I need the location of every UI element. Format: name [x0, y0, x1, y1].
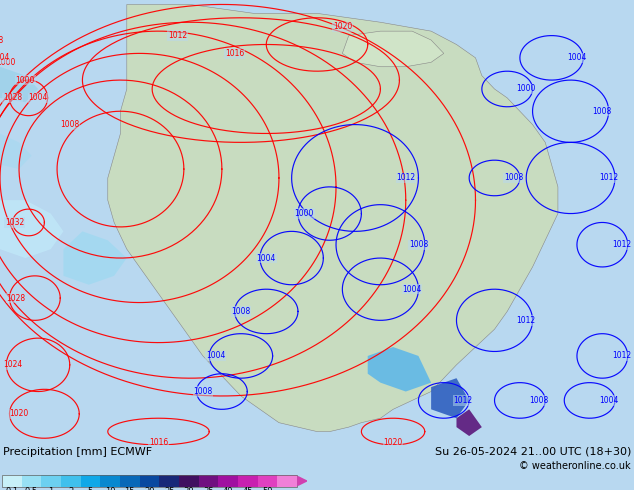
Text: 1024: 1024 [3, 360, 22, 369]
Text: 1012: 1012 [612, 351, 631, 361]
Text: 1004: 1004 [403, 285, 422, 294]
Bar [198, 475, 218, 487]
Text: 1008: 1008 [60, 120, 79, 129]
Bar [81, 475, 100, 487]
Polygon shape [368, 347, 431, 392]
Text: 25: 25 [164, 488, 174, 490]
Text: 1004: 1004 [206, 351, 225, 361]
Bar [61, 475, 81, 487]
Polygon shape [63, 231, 127, 285]
Text: 1008: 1008 [0, 36, 3, 45]
Text: 1012: 1012 [599, 173, 618, 182]
Polygon shape [0, 133, 32, 169]
Text: 30: 30 [183, 488, 194, 490]
Bar [2, 475, 297, 487]
Polygon shape [456, 409, 482, 436]
Text: 2: 2 [68, 488, 74, 490]
Text: 0.5: 0.5 [25, 488, 38, 490]
Polygon shape [342, 31, 444, 67]
Text: 1020: 1020 [10, 409, 29, 418]
Text: Precipitation [mm] ECMWF: Precipitation [mm] ECMWF [3, 447, 152, 457]
Text: 1004: 1004 [599, 396, 618, 405]
Text: 1: 1 [49, 488, 54, 490]
Text: 1012: 1012 [517, 316, 536, 325]
Text: 1012: 1012 [168, 31, 187, 40]
Text: 1012: 1012 [453, 396, 472, 405]
Text: 1008: 1008 [504, 173, 523, 182]
Text: 1012: 1012 [612, 240, 631, 249]
Bar [120, 475, 139, 487]
Text: 1028: 1028 [3, 94, 22, 102]
Text: 1008: 1008 [231, 307, 250, 316]
Text: 1032: 1032 [5, 218, 24, 227]
Text: 35: 35 [203, 488, 214, 490]
Text: 1004: 1004 [29, 94, 48, 102]
Bar [257, 475, 277, 487]
Bar [277, 475, 297, 487]
Bar [100, 475, 120, 487]
Text: 1016: 1016 [149, 438, 168, 447]
Bar [139, 475, 159, 487]
Text: 1000: 1000 [16, 75, 35, 85]
Polygon shape [0, 67, 38, 102]
Polygon shape [431, 378, 469, 418]
Text: 1020: 1020 [384, 438, 403, 447]
Text: 1020: 1020 [333, 22, 352, 31]
Text: 1000: 1000 [295, 209, 314, 218]
Text: 1004: 1004 [257, 253, 276, 263]
Bar [179, 475, 198, 487]
Polygon shape [108, 4, 558, 432]
Text: 40: 40 [223, 488, 233, 490]
Text: 50: 50 [262, 488, 273, 490]
Bar [218, 475, 238, 487]
Text: 1016: 1016 [225, 49, 244, 58]
Text: 1004: 1004 [0, 53, 10, 62]
Text: 45: 45 [243, 488, 253, 490]
Text: 20: 20 [145, 488, 155, 490]
Text: 1004: 1004 [567, 53, 586, 62]
Polygon shape [0, 200, 63, 258]
Text: 0.1: 0.1 [5, 488, 18, 490]
Text: 10: 10 [105, 488, 115, 490]
Text: 1028: 1028 [6, 294, 25, 303]
Text: 1000: 1000 [0, 58, 16, 67]
Bar [238, 475, 257, 487]
Text: 1008: 1008 [529, 396, 548, 405]
Text: © weatheronline.co.uk: © weatheronline.co.uk [519, 461, 631, 471]
Bar [41, 475, 61, 487]
Bar [2, 475, 22, 487]
Text: 1012: 1012 [396, 173, 415, 182]
Bar [159, 475, 179, 487]
Bar [22, 475, 41, 487]
Text: 1008: 1008 [409, 240, 428, 249]
Text: 1008: 1008 [593, 107, 612, 116]
Text: 5: 5 [88, 488, 93, 490]
Text: 1000: 1000 [517, 84, 536, 94]
Text: 15: 15 [125, 488, 135, 490]
Text: Su 26-05-2024 21..00 UTC (18+30): Su 26-05-2024 21..00 UTC (18+30) [435, 447, 631, 457]
Text: 1008: 1008 [193, 387, 212, 396]
